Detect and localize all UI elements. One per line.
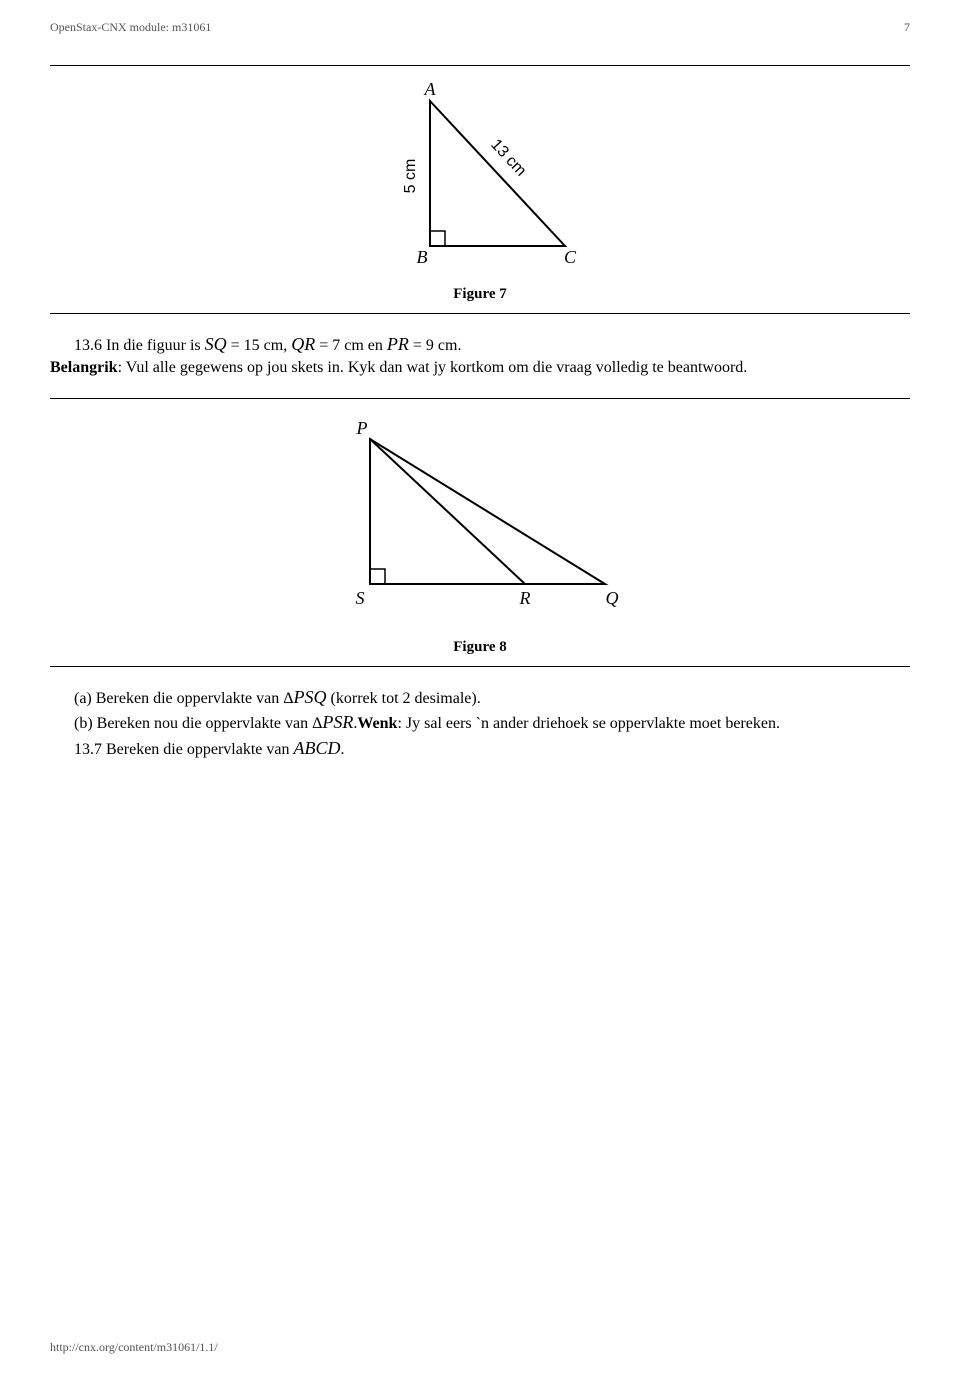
page-header: OpenStax-CNX module: m31061 7 [50, 20, 910, 35]
vertex-r: R [519, 588, 531, 608]
sub-items: (a) Bereken die oppervlakte van ΔPSQ (ko… [50, 685, 910, 761]
vertex-b: B [417, 247, 428, 267]
side-ac-label: 13 cm [487, 136, 529, 179]
para13-6-d: = 9 cm. [409, 337, 462, 354]
sq-var: SQ [205, 334, 227, 354]
belangrik-text: : Vul alle gegewens op jou skets in. Kyk… [118, 359, 748, 376]
triangle-psq [370, 439, 605, 584]
figure-8-caption: Figure 8 [50, 639, 910, 656]
item-13-7: 13.7 Bereken die oppervlakte van ABCD. [50, 736, 910, 761]
item-a-post: (korrek tot 2 desimale). [327, 690, 481, 707]
para13-6-b: = 15 cm, [227, 337, 292, 354]
item-a: (a) Bereken die oppervlakte van ΔPSQ (ko… [50, 685, 910, 710]
rule-after-fig7 [50, 313, 910, 314]
figure-8-svg: P S R Q [330, 414, 630, 624]
para-13-6: 13.6 In die figuur is SQ = 15 cm, QR = 7… [50, 332, 910, 380]
triangle-abc [430, 101, 565, 246]
figure-7-svg: A B C 5 cm 13 cm [370, 81, 590, 271]
rule-before-fig8 [50, 398, 910, 399]
para-13-6-line1: 13.6 In die figuur is SQ = 15 cm, QR = 7… [50, 332, 910, 357]
belangrik-line: Belangrik: Vul alle gegewens op jou sket… [50, 357, 910, 379]
vertex-a: A [424, 81, 437, 99]
item-a-psq: PSQ [294, 687, 327, 707]
vertex-q: Q [606, 588, 619, 608]
item-13-7-abcd: ABCD [293, 738, 340, 758]
right-angle-s [370, 569, 385, 584]
qr-var: QR [291, 334, 315, 354]
wenk-label: Wenk [357, 715, 397, 732]
item-13-7-post: . [340, 741, 344, 758]
vertex-s: S [356, 588, 365, 608]
figure-7: A B C 5 cm 13 cm Figure 7 [50, 81, 910, 303]
page-number: 7 [904, 20, 910, 35]
item-b-wrap: (b) Bereken nou die oppervlakte van ΔPSR… [50, 710, 910, 735]
right-angle-marker [430, 231, 445, 246]
figure-8: P S R Q Figure 8 [50, 414, 910, 656]
rule-after-fig8 [50, 666, 910, 667]
item-13-7-pre: 13.7 Bereken die oppervlakte van [74, 741, 293, 758]
figure-7-caption: Figure 7 [50, 286, 910, 303]
wenk-text: : Jy sal eers `n ander driehoek se opper… [397, 715, 780, 732]
side-ab-label: 5 cm [402, 159, 419, 194]
item-b-pre: (b) Bereken nou die oppervlakte van Δ [74, 715, 322, 732]
rule-top [50, 65, 910, 66]
item-a-pre: (a) Bereken die oppervlakte van Δ [74, 690, 294, 707]
footer-url: http://cnx.org/content/m31061/1.1/ [50, 1340, 218, 1355]
para13-6-c: = 7 cm en [315, 337, 387, 354]
vertex-c: C [564, 247, 577, 267]
item-b-psr: PSR [322, 712, 353, 732]
belangrik-label: Belangrik [50, 359, 118, 376]
vertex-p: P [356, 418, 368, 438]
line-pr [370, 439, 525, 584]
pr-var: PR [387, 334, 409, 354]
module-id: OpenStax-CNX module: m31061 [50, 20, 211, 35]
para13-6-a: 13.6 In die figuur is [74, 337, 205, 354]
